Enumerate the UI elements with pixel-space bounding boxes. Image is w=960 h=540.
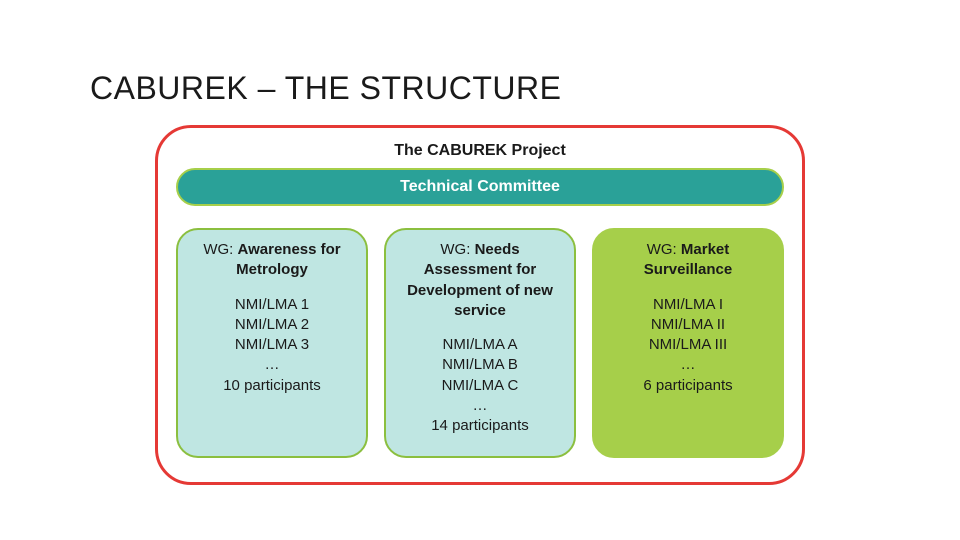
working-groups-row: WG: Awareness for Metrology NMI/LMA 1 NM…	[176, 228, 784, 458]
wg-needs-assessment: WG: Needs Assessment for Development of …	[384, 228, 576, 458]
member-line: NMI/LMA II	[604, 315, 772, 335]
wg-name: Awareness for Metrology	[236, 241, 340, 278]
wg-title: WG: Awareness for Metrology	[188, 240, 356, 281]
project-label: The CABUREK Project	[176, 142, 784, 160]
wg-market-surveillance: WG: Market Surveillance NMI/LMA I NMI/LM…	[592, 228, 784, 458]
member-line: …	[188, 355, 356, 375]
member-line: …	[396, 396, 564, 416]
member-line: 10 participants	[188, 376, 356, 396]
member-line: NMI/LMA 1	[188, 295, 356, 315]
slide: CABUREK – THE STRUCTURE The CABUREK Proj…	[0, 0, 960, 540]
member-line: NMI/LMA I	[604, 295, 772, 315]
member-line: …	[604, 355, 772, 375]
member-line: 14 participants	[396, 416, 564, 436]
wg-members: NMI/LMA A NMI/LMA B NMI/LMA C … 14 parti…	[396, 335, 564, 436]
member-line: NMI/LMA A	[396, 335, 564, 355]
wg-title: WG: Needs Assessment for Development of …	[396, 240, 564, 321]
member-line: 6 participants	[604, 376, 772, 396]
wg-awareness: WG: Awareness for Metrology NMI/LMA 1 NM…	[176, 228, 368, 458]
wg-prefix: WG:	[647, 241, 681, 258]
member-line: NMI/LMA III	[604, 335, 772, 355]
wg-members: NMI/LMA 1 NMI/LMA 2 NMI/LMA 3 … 10 parti…	[188, 295, 356, 396]
member-line: NMI/LMA 2	[188, 315, 356, 335]
wg-name: Needs Assessment for Development of new …	[407, 241, 553, 319]
committee-pill: Technical Committee	[176, 168, 784, 206]
member-line: NMI/LMA C	[396, 376, 564, 396]
project-envelope: The CABUREK Project Technical Committee …	[155, 125, 805, 485]
wg-prefix: WG:	[440, 241, 474, 258]
page-title: CABUREK – THE STRUCTURE	[90, 70, 870, 107]
wg-prefix: WG:	[203, 241, 237, 258]
member-line: NMI/LMA 3	[188, 335, 356, 355]
wg-members: NMI/LMA I NMI/LMA II NMI/LMA III … 6 par…	[604, 295, 772, 396]
wg-title: WG: Market Surveillance	[604, 240, 772, 281]
committee-label: Technical Committee	[400, 178, 560, 195]
member-line: NMI/LMA B	[396, 355, 564, 375]
